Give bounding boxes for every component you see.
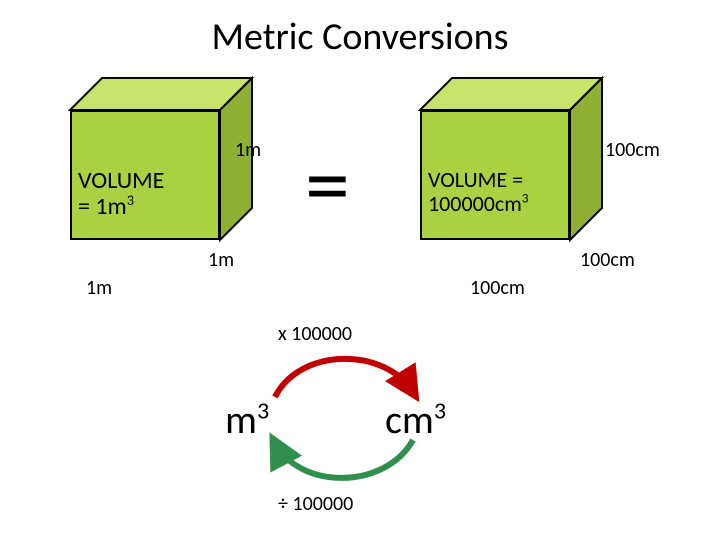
left-edge-top-label: 1m bbox=[235, 140, 261, 161]
right-volume-exp: 3 bbox=[522, 190, 529, 207]
left-volume-line1: VOLUME bbox=[78, 166, 164, 195]
right-edge-bottom-label: 100cm bbox=[470, 278, 525, 299]
left-volume-label: VOLUME = 1m3 bbox=[78, 168, 164, 221]
right-cube-side-face bbox=[570, 78, 602, 240]
divide-label: ÷ 100000 bbox=[278, 492, 353, 516]
diagram-stage: VOLUME = 1m3 1m 1m 1m = VOLUME = 100000c… bbox=[0, 60, 720, 540]
right-edge-right-label: 100cm bbox=[580, 250, 635, 271]
right-volume-line2: 100000cm bbox=[428, 190, 522, 217]
left-volume-exp: 3 bbox=[127, 191, 134, 209]
left-volume-line2: = 1m bbox=[78, 192, 127, 221]
right-volume-label: VOLUME = 100000cm3 bbox=[428, 168, 528, 216]
page-title: Metric Conversions bbox=[0, 0, 720, 60]
arrow-divide bbox=[255, 428, 435, 498]
arrow-multiply bbox=[255, 342, 435, 412]
left-edge-bottom-label: 1m bbox=[86, 278, 112, 299]
left-edge-right-label: 1m bbox=[208, 250, 234, 271]
right-edge-top-label: 100cm bbox=[605, 140, 660, 161]
equals-sign: = bbox=[305, 130, 350, 240]
right-volume-line1: VOLUME = bbox=[428, 166, 523, 193]
